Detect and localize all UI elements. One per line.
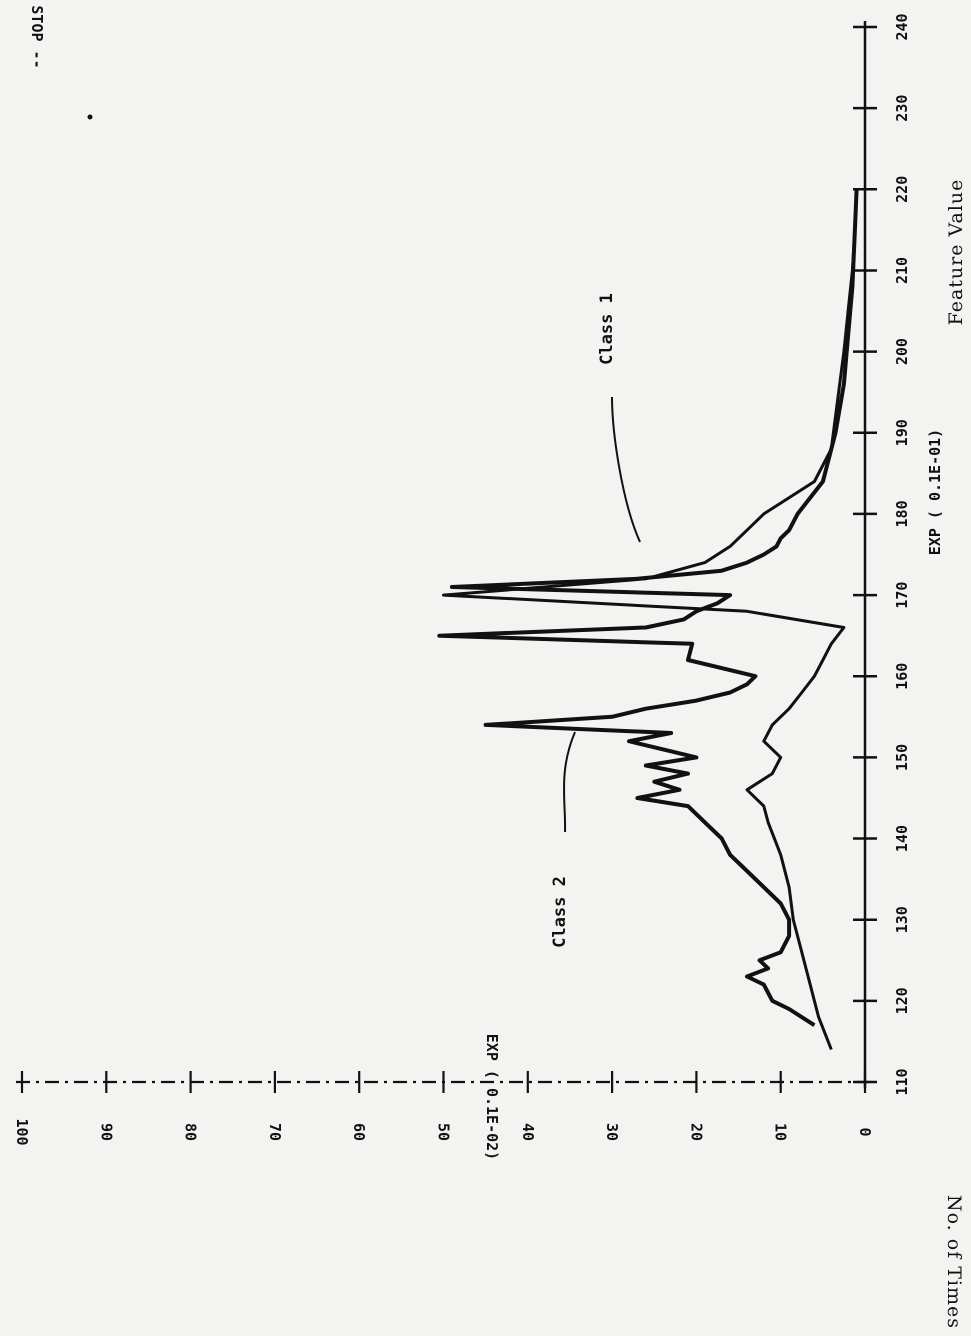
x-axis-title: Feature Value — [945, 179, 967, 326]
series-lines — [437, 189, 859, 1051]
x-tick-label: 200 — [893, 338, 911, 365]
rotated-plot-group: 1101201301401501601701801902002102202302… — [13, 5, 967, 1329]
class-2-label: Class 2 — [550, 876, 570, 948]
x-tick-label: 140 — [893, 825, 911, 852]
series-line-1 — [442, 189, 859, 1051]
x-tick-label: 120 — [893, 987, 911, 1014]
y-tick-label: 90 — [97, 1123, 115, 1141]
y-axis-title: No. of Times — [943, 1195, 965, 1329]
y-tick-label: 80 — [182, 1123, 200, 1141]
y-scale-note: EXP ( 0.1E-02) — [483, 1034, 501, 1160]
class-1-leader — [611, 396, 641, 543]
x-tick-label: 240 — [893, 13, 911, 40]
x-tick-label: 170 — [893, 582, 911, 609]
y-tick-label: 60 — [350, 1123, 368, 1141]
x-tick-label: 110 — [893, 1068, 911, 1095]
y-tick-label: 50 — [435, 1123, 453, 1141]
x-scale-note: EXP ( 0.1E-01) — [926, 429, 944, 555]
series-line-2 — [437, 189, 859, 1027]
x-tick-label: 150 — [893, 744, 911, 771]
y-tick-label: 30 — [603, 1123, 621, 1141]
x-tick-label: 230 — [893, 95, 911, 122]
x-tick-label: 210 — [893, 257, 911, 284]
annotations: Class 1 Class 2 — [550, 293, 641, 948]
class-1-label: Class 1 — [597, 293, 617, 365]
x-tick-label: 180 — [893, 500, 911, 527]
x-tick-label: 190 — [893, 419, 911, 446]
x-axis: 110 120 130 140 150 160 170 180 190 200 210 220 230 2… — [853, 13, 911, 1096]
y-tick-label: 40 — [519, 1123, 537, 1141]
y-tick-label: 100 — [13, 1118, 31, 1145]
y-axis: 0 10 20 30 40 50 60 70 80 90 100 — [13, 1071, 874, 1146]
y-tick-label: 70 — [266, 1123, 284, 1141]
stray-dot — [87, 114, 93, 120]
y-tick-label: 10 — [772, 1123, 790, 1141]
y-tick-label: 0 — [856, 1127, 874, 1136]
stop-label: STOP -- — [28, 5, 46, 68]
class-2-leader — [562, 731, 576, 833]
x-tick-label: 160 — [893, 663, 911, 690]
x-tick-label: 220 — [893, 176, 911, 203]
y-tick-label: 20 — [687, 1123, 705, 1141]
x-tick-label: 130 — [893, 906, 911, 933]
